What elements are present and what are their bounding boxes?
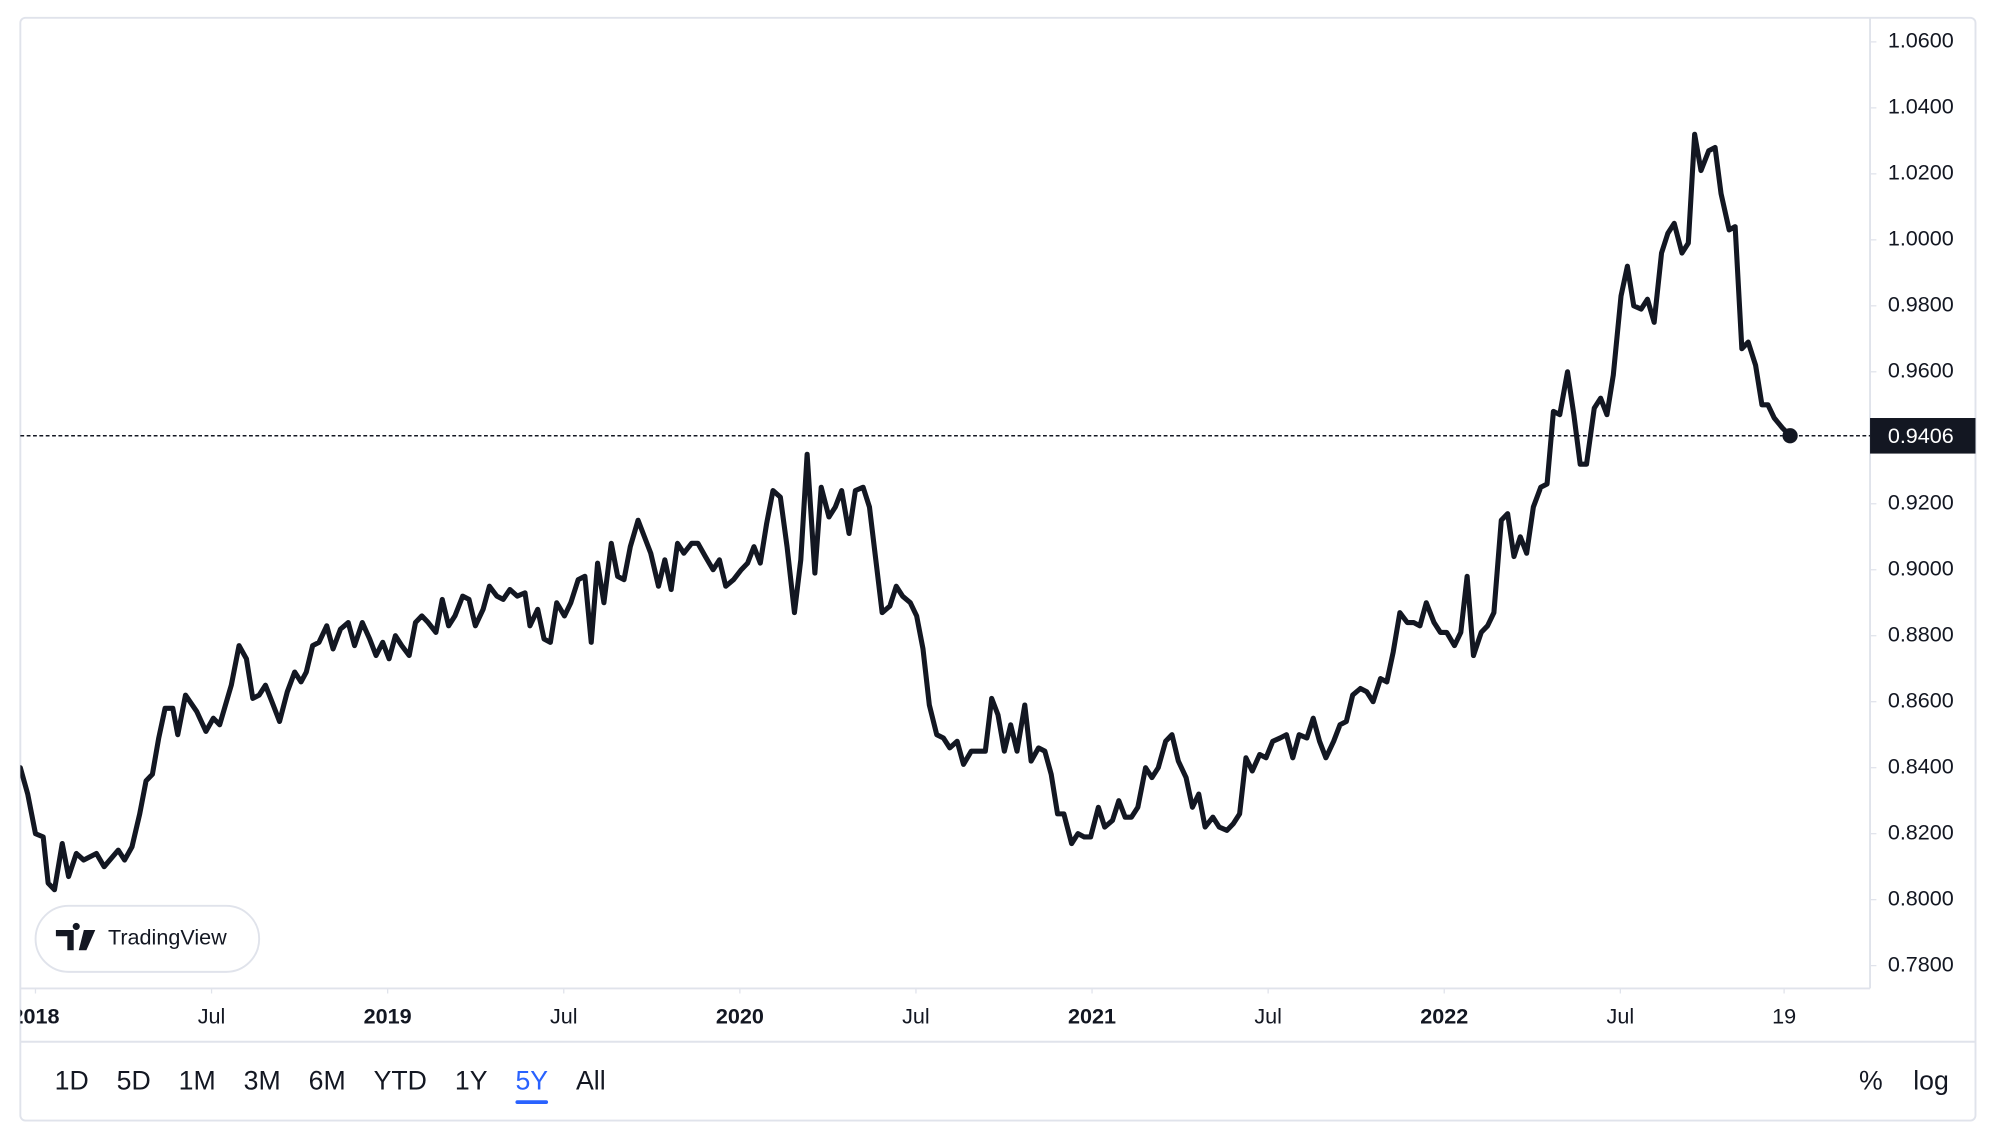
- x-tick-label: Jul: [902, 1003, 930, 1028]
- y-tick-label: 0.9800: [1888, 292, 1954, 317]
- y-tick-label: 0.8200: [1888, 819, 1954, 844]
- price-series: [20, 131, 1793, 893]
- y-tick-label: 0.8600: [1888, 687, 1954, 712]
- badge[interactable]: [34, 904, 261, 973]
- watermark-badge[interactable]: TradingView: [34, 904, 261, 973]
- last-point: [1782, 428, 1798, 444]
- range-button[interactable]: 1Y: [455, 1065, 488, 1095]
- y-tick-label: 0.8800: [1888, 621, 1954, 646]
- y-tick-label: 1.0000: [1888, 226, 1954, 251]
- x-tick-label: Jul: [1254, 1003, 1282, 1028]
- range-button[interactable]: 1D: [55, 1065, 89, 1095]
- x-tick-label: Jul: [1607, 1003, 1635, 1028]
- x-tick-label: 19: [1772, 1003, 1796, 1028]
- watermark-text[interactable]: TradingView: [108, 925, 227, 950]
- y-tick-label: 1.0400: [1888, 94, 1954, 119]
- y-tick-label: 0.7800: [1888, 951, 1954, 976]
- x-tick-label: Jul: [198, 1003, 226, 1028]
- x-tick-label: Jul: [550, 1003, 578, 1028]
- range-button[interactable]: 6M: [309, 1065, 346, 1095]
- y-tick-label: 0.9600: [1888, 357, 1954, 382]
- y-tick-label: 0.8000: [1888, 885, 1954, 910]
- price-label-bg: [1870, 418, 1976, 454]
- range-button[interactable]: 5Y: [515, 1065, 548, 1095]
- range-button[interactable]: 1M: [179, 1065, 216, 1095]
- selected-underline: [515, 1100, 549, 1105]
- toggle-button[interactable]: %: [1859, 1065, 1883, 1095]
- y-tick-label: 1.0200: [1888, 160, 1954, 185]
- price-label: 0.9406: [1888, 423, 1954, 448]
- x-tick-label: 2022: [1420, 1003, 1468, 1028]
- y-tick-label: 0.9000: [1888, 555, 1954, 580]
- range-button[interactable]: 5D: [117, 1065, 151, 1095]
- logo: [55, 922, 96, 951]
- x-tick-label: 2018: [11, 1003, 59, 1028]
- x-tick-label: 2019: [364, 1003, 412, 1028]
- range-button[interactable]: 3M: [244, 1065, 281, 1095]
- range-button[interactable]: All: [576, 1065, 606, 1095]
- y-tick-label: 0.8400: [1888, 753, 1954, 778]
- frame: [19, 16, 1977, 1122]
- toggle-button[interactable]: log: [1913, 1065, 1949, 1095]
- x-tick-label: 2020: [716, 1003, 764, 1028]
- y-tick-label: 1.0600: [1888, 28, 1954, 53]
- y-tick-label: 0.9200: [1888, 489, 1954, 514]
- range-button[interactable]: YTD: [374, 1065, 427, 1095]
- x-tick-label: 2021: [1068, 1003, 1116, 1028]
